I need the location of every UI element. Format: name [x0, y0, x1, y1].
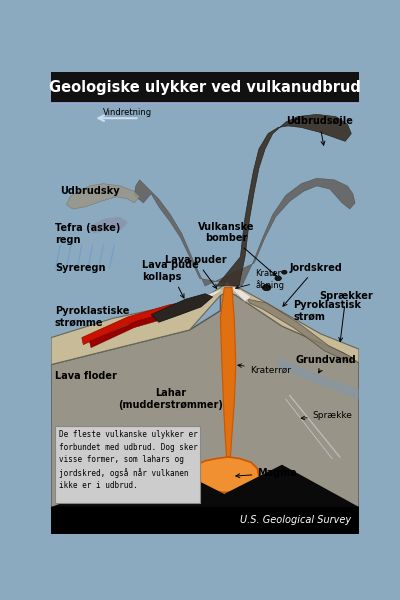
Polygon shape — [220, 287, 236, 472]
Text: Tefra (aske)
regn: Tefra (aske) regn — [55, 223, 120, 245]
Ellipse shape — [262, 284, 271, 290]
Text: Udbrudsøjle: Udbrudsøjle — [286, 116, 353, 145]
Text: Pyroklastiske
strømme: Pyroklastiske strømme — [55, 306, 129, 328]
Bar — [51, 103, 359, 496]
Polygon shape — [216, 115, 351, 286]
Ellipse shape — [282, 270, 287, 274]
Bar — [51, 72, 359, 103]
Text: Jordskred: Jordskred — [283, 263, 342, 306]
Polygon shape — [51, 464, 359, 507]
Text: Vulkanske
bomber: Vulkanske bomber — [198, 222, 276, 276]
Polygon shape — [190, 457, 259, 493]
Text: Lava pude
kollaps: Lava pude kollaps — [142, 260, 199, 298]
Text: Udbrudsky: Udbrudsky — [60, 187, 120, 196]
Text: Magma: Magma — [236, 468, 297, 478]
Polygon shape — [82, 301, 190, 344]
Text: De fleste vulkanske ulykker er
forbundet med udbrud. Dog sker
visse former, som : De fleste vulkanske ulykker er forbundet… — [59, 430, 198, 490]
Polygon shape — [90, 305, 191, 347]
Text: Vindretning: Vindretning — [103, 107, 152, 116]
Polygon shape — [90, 217, 128, 234]
Text: Geologiske ulykker ved vulkanudbrud: Geologiske ulykker ved vulkanudbrud — [49, 80, 361, 95]
Bar — [51, 507, 359, 534]
Text: U.S. Geological Survey: U.S. Geological Survey — [240, 515, 351, 525]
Text: Syreregn: Syreregn — [55, 263, 105, 274]
Polygon shape — [66, 184, 140, 209]
Text: Lava floder: Lava floder — [55, 371, 117, 381]
Ellipse shape — [275, 276, 281, 281]
Polygon shape — [278, 357, 359, 399]
Text: Pyroklastisk
strøm: Pyroklastisk strøm — [294, 300, 362, 322]
Text: Lahar
(mudderstrømmer): Lahar (mudderstrømmer) — [118, 388, 223, 410]
Polygon shape — [197, 281, 251, 303]
Text: Krater
åbning: Krater åbning — [236, 269, 284, 290]
Polygon shape — [247, 299, 351, 363]
Polygon shape — [151, 294, 213, 322]
Text: Sprække: Sprække — [301, 412, 353, 421]
Polygon shape — [134, 178, 355, 286]
Text: Sprækker: Sprækker — [319, 291, 373, 341]
Text: Grundvand: Grundvand — [296, 355, 357, 373]
Text: Kraterrør: Kraterrør — [238, 364, 291, 374]
Polygon shape — [51, 292, 359, 507]
Bar — [55, 426, 200, 503]
Polygon shape — [51, 280, 359, 365]
Text: Lava puder: Lava puder — [165, 255, 226, 289]
